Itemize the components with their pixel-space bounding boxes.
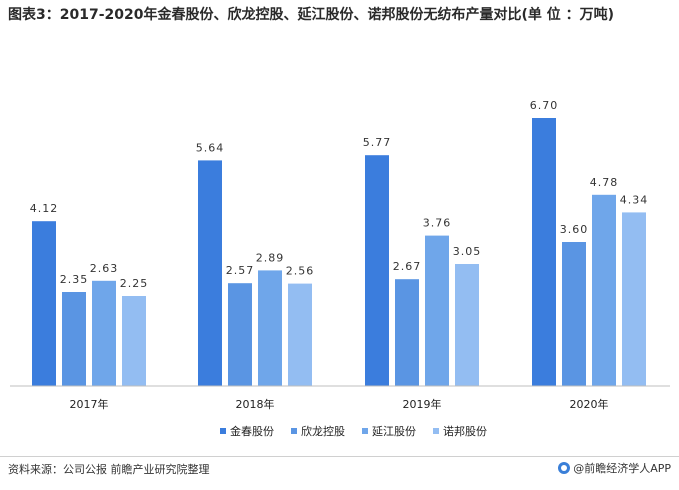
legend-label: 延江股份 xyxy=(372,425,416,438)
bar-value-label: 4.78 xyxy=(590,176,619,189)
bar-2-2 xyxy=(228,283,252,386)
bar-3-2 xyxy=(258,270,282,386)
bar-value-label: 6.70 xyxy=(530,99,559,112)
x-tick-label: 2020年 xyxy=(570,397,609,411)
x-tick-label: 2019年 xyxy=(403,397,442,411)
legend-label: 金春股份 xyxy=(230,424,274,438)
x-tick-labels-group: 2017年 2018年 2019年 2020年 xyxy=(70,397,609,411)
bar-value-label: 2.63 xyxy=(90,262,119,275)
brand-credit: @前瞻经济学人APP xyxy=(558,460,671,476)
legend-swatch xyxy=(220,428,226,434)
footer-divider xyxy=(0,456,679,457)
x-tick-label: 2017年 xyxy=(70,397,109,411)
legend-swatch xyxy=(291,428,297,434)
brand-logo-icon xyxy=(558,462,571,474)
legend: 金春股份 欣龙控股 延江股份 诺邦股份 xyxy=(220,424,487,438)
bar-2-3 xyxy=(395,279,419,386)
bars-group xyxy=(32,118,646,386)
bar-value-label: 2.56 xyxy=(286,265,315,278)
bar-3-3 xyxy=(425,235,449,386)
bar-value-label: 5.64 xyxy=(196,141,225,154)
bar-value-label: 3.60 xyxy=(560,223,589,236)
chart-title: 图表3：2017-2020年金春股份、欣龙控股、延江股份、诺邦股份无纺布产量对比… xyxy=(8,7,615,23)
bar-2-1 xyxy=(62,292,86,386)
bar-1-2 xyxy=(198,160,222,386)
legend-swatch xyxy=(362,428,368,434)
bar-2-4 xyxy=(562,242,586,386)
bar-4-3 xyxy=(455,264,479,386)
bar-3-1 xyxy=(92,280,116,386)
bar-4-2 xyxy=(288,283,312,386)
legend-label: 诺邦股份 xyxy=(443,425,487,438)
bar-labels-group: 4.12 2.352.632.25 5.64 2.572.892.56 5.77 2.67… xyxy=(30,99,649,290)
bar-value-label: 3.05 xyxy=(453,245,482,258)
legend-swatch xyxy=(433,428,439,434)
bar-value-label: 2.35 xyxy=(60,273,89,286)
source-note: 资料来源：公司公报 前瞻产业研究院整理 xyxy=(8,463,210,476)
bar-chart: 4.12 2.352.632.25 5.64 2.572.892.56 5.77 2.67… xyxy=(10,99,670,438)
bar-value-label: 2.25 xyxy=(120,277,149,290)
bar-1-3 xyxy=(365,155,389,386)
bar-value-label: 4.12 xyxy=(30,202,59,215)
bar-3-4 xyxy=(592,194,616,386)
bar-value-label: 3.76 xyxy=(423,217,452,230)
bar-value-label: 2.67 xyxy=(393,260,422,273)
bar-4-4 xyxy=(622,212,646,386)
brand-text: @前瞻经济学人APP xyxy=(573,462,671,475)
legend-label: 欣龙控股 xyxy=(301,424,345,438)
bar-1-4 xyxy=(532,118,556,386)
bar-value-label: 5.77 xyxy=(363,136,392,149)
x-tick-label: 2018年 xyxy=(236,397,275,411)
bar-value-label: 4.34 xyxy=(620,193,649,206)
bar-value-label: 2.89 xyxy=(256,251,285,264)
bar-value-label: 2.57 xyxy=(226,264,255,277)
bar-4-1 xyxy=(122,296,146,386)
bar-1-1 xyxy=(32,221,56,386)
